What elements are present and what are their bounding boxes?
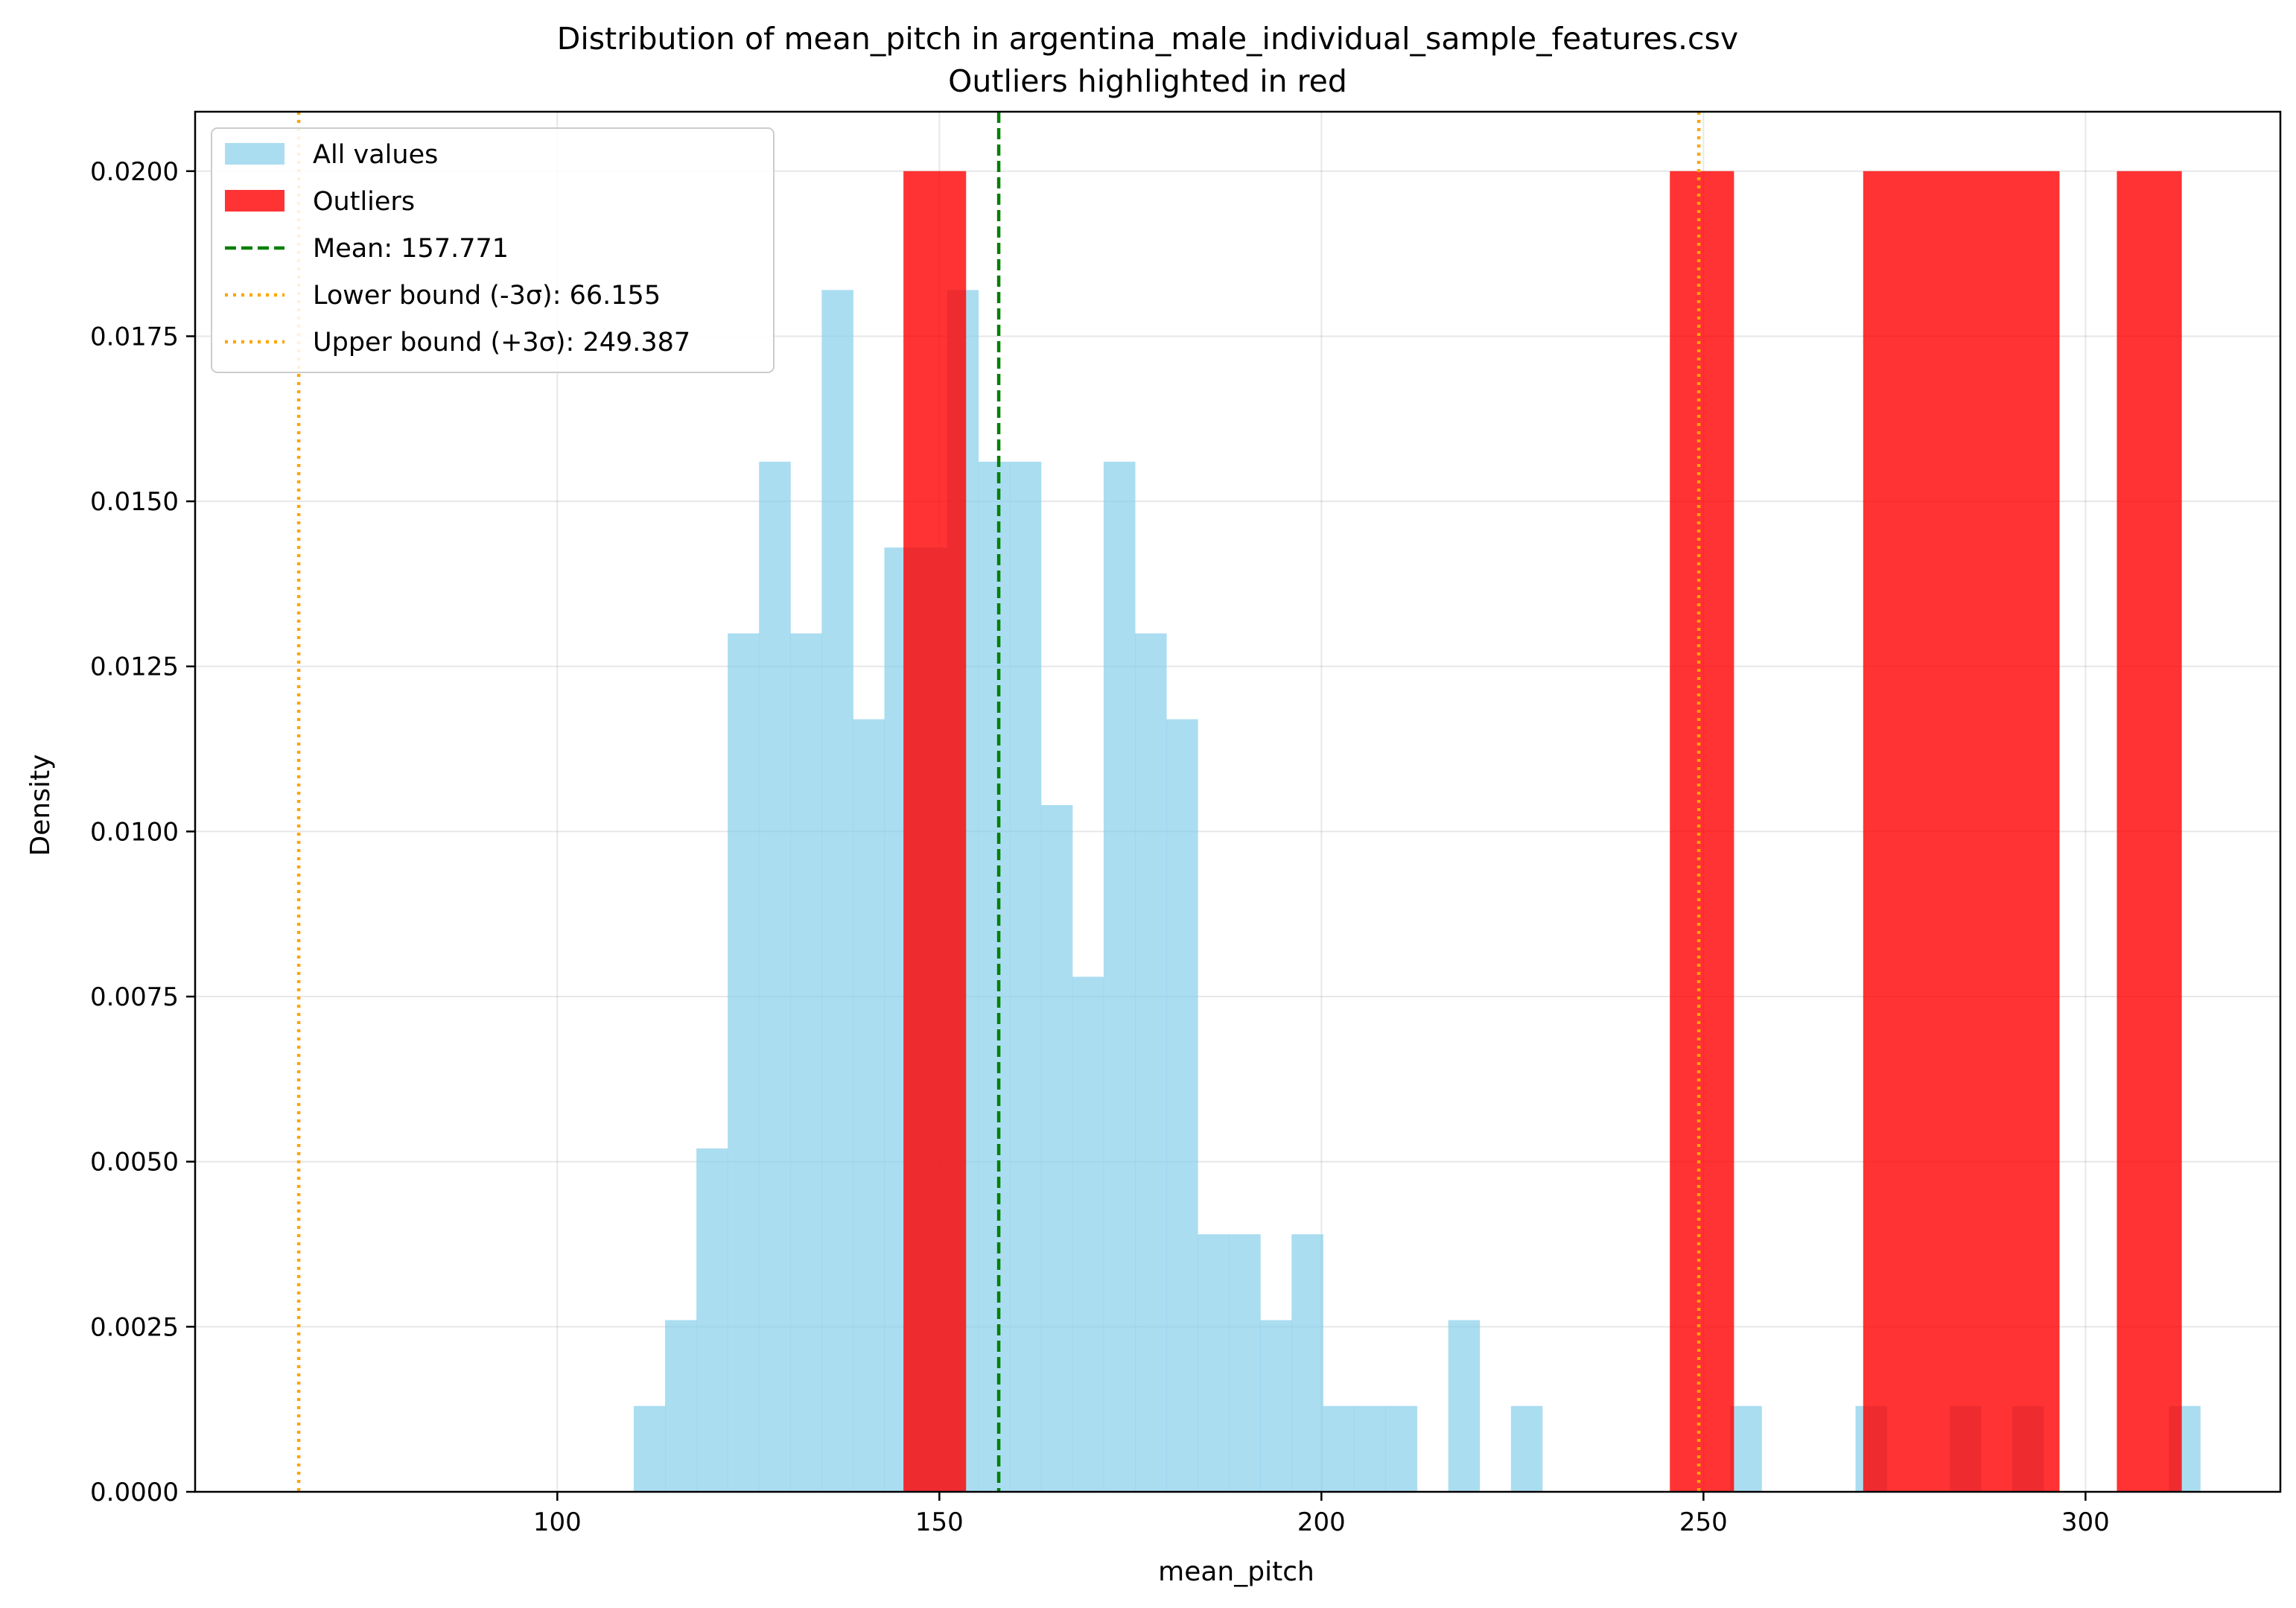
bar-all-values xyxy=(1260,1320,1292,1492)
legend: All values Outliers Mean: 157.771 Lower … xyxy=(211,127,775,373)
bar-all-values xyxy=(821,290,853,1492)
bar-all-values xyxy=(790,633,822,1492)
x-tick-label: 200 xyxy=(1297,1507,1346,1537)
bar-outlier xyxy=(2117,171,2182,1492)
bar-all-values xyxy=(1009,461,1042,1492)
y-tick-label: 0.0050 xyxy=(90,1148,179,1178)
bar-all-values xyxy=(665,1320,697,1492)
chart-title: Distribution of mean_pitch in argentina_… xyxy=(557,21,1738,57)
bar-all-values xyxy=(1510,1405,1543,1492)
bar-all-values xyxy=(1448,1320,1481,1492)
plot-frame xyxy=(194,110,2282,1493)
legend-swatch-all-values xyxy=(225,143,284,165)
outlier-bars xyxy=(903,171,2182,1492)
bar-outlier xyxy=(903,171,967,1492)
chart-subtitle: Outliers highlighted in red xyxy=(948,63,1347,99)
y-tick-label: 0.0150 xyxy=(90,487,179,517)
legend-label-upper-bound: Upper bound (+3σ): 249.387 xyxy=(313,328,690,357)
x-tick-label: 150 xyxy=(915,1507,964,1537)
x-tick-label: 250 xyxy=(1679,1507,1728,1537)
bar-all-values xyxy=(1229,1234,1261,1492)
legend-label-outliers: Outliers xyxy=(313,187,415,217)
legend-swatch-outliers xyxy=(225,190,284,212)
legend-label-mean: Mean: 157.771 xyxy=(313,234,509,264)
bar-all-values xyxy=(1040,804,1073,1492)
y-tick-label: 0.0000 xyxy=(90,1478,179,1507)
bar-all-values xyxy=(1198,1234,1230,1492)
x-axis-ticks: 100 150 200 250 300 xyxy=(533,1492,2110,1537)
bar-outlier xyxy=(1863,171,2060,1492)
bar-all-values xyxy=(1385,1405,1418,1492)
x-axis-label: mean_pitch xyxy=(1158,1557,1314,1587)
bar-all-values xyxy=(1291,1234,1323,1492)
bar-all-values xyxy=(1166,719,1198,1493)
bar-all-values xyxy=(1103,461,1136,1492)
y-tick-label: 0.0100 xyxy=(90,817,179,847)
y-tick-label: 0.0025 xyxy=(90,1312,179,1342)
bar-all-values xyxy=(633,1405,666,1492)
y-tick-label: 0.0075 xyxy=(90,982,179,1012)
bar-all-values xyxy=(1354,1405,1387,1492)
bar-all-values xyxy=(978,461,1011,1492)
bar-all-values xyxy=(853,719,885,1493)
legend-label-lower-bound: Lower bound (-3σ): 66.155 xyxy=(313,281,661,311)
x-tick-label: 100 xyxy=(533,1507,582,1537)
legend-box xyxy=(211,127,775,373)
bar-all-values xyxy=(1323,1405,1355,1492)
bar-all-values xyxy=(728,633,760,1492)
bar-all-values xyxy=(759,461,791,1492)
y-tick-label: 0.0200 xyxy=(90,157,179,187)
y-tick-label: 0.0175 xyxy=(90,322,179,352)
legend-label-all-values: All values xyxy=(313,140,438,170)
y-axis-ticks: 0.0000 0.0025 0.0050 0.0075 0.0100 0.0125 0.01… xyxy=(90,157,195,1507)
bar-outlier xyxy=(1670,171,1734,1492)
y-axis-label: Density xyxy=(25,754,56,857)
bar-all-values xyxy=(1135,633,1167,1492)
bar-all-values xyxy=(1072,976,1104,1492)
x-tick-label: 300 xyxy=(2061,1507,2110,1537)
y-tick-label: 0.0125 xyxy=(90,652,179,682)
bar-all-values xyxy=(1730,1405,1762,1492)
bar-all-values xyxy=(696,1148,728,1492)
